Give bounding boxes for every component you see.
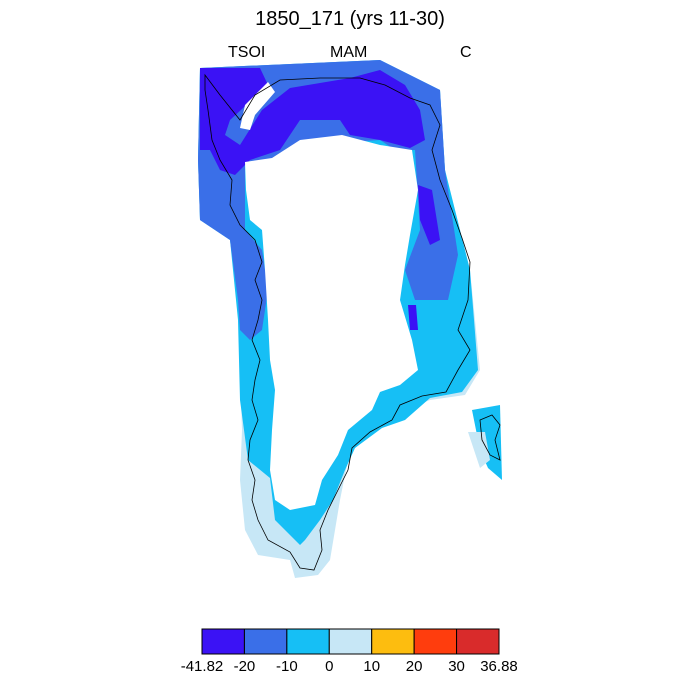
variable-label: TSOI (228, 44, 266, 61)
map-region-dark-blue-east (418, 185, 440, 245)
map-region-dark-blue-east-small (408, 305, 418, 330)
colorbar-tick-label: 0 (325, 658, 333, 675)
northwest-gap (240, 82, 275, 130)
colorbar-swatch-0 (201, 628, 245, 655)
colorbar-swatch-1 (243, 628, 288, 655)
colorbar-swatch-6 (456, 628, 500, 655)
coastline (204, 73, 471, 571)
ice-sheet-interior (245, 135, 418, 510)
colorbar-tick-label: -20 (234, 658, 256, 675)
map-region-island (472, 405, 502, 480)
colorbar-tick-label: 36.88 (480, 658, 518, 675)
units-label: C (460, 44, 472, 61)
colorbar-tick-label: 20 (406, 658, 423, 675)
colorbar-swatch-5 (413, 628, 458, 655)
colorbar-tick-label: 30 (448, 658, 465, 675)
colorbar-tick-label: 10 (363, 658, 380, 675)
colorbar-swatch-4 (371, 628, 415, 655)
season-label: MAM (330, 44, 368, 61)
plot-title: 1850_171 (yrs 11-30) (255, 8, 445, 30)
colorbar-swatch-2 (286, 628, 330, 655)
colorbar-tick-label: -41.82 (181, 658, 224, 675)
colorbar-swatch-3 (328, 628, 373, 655)
map-region-island-light (468, 432, 490, 468)
coastline-island (479, 414, 501, 461)
colorbar-tick-label: -10 (276, 658, 298, 675)
